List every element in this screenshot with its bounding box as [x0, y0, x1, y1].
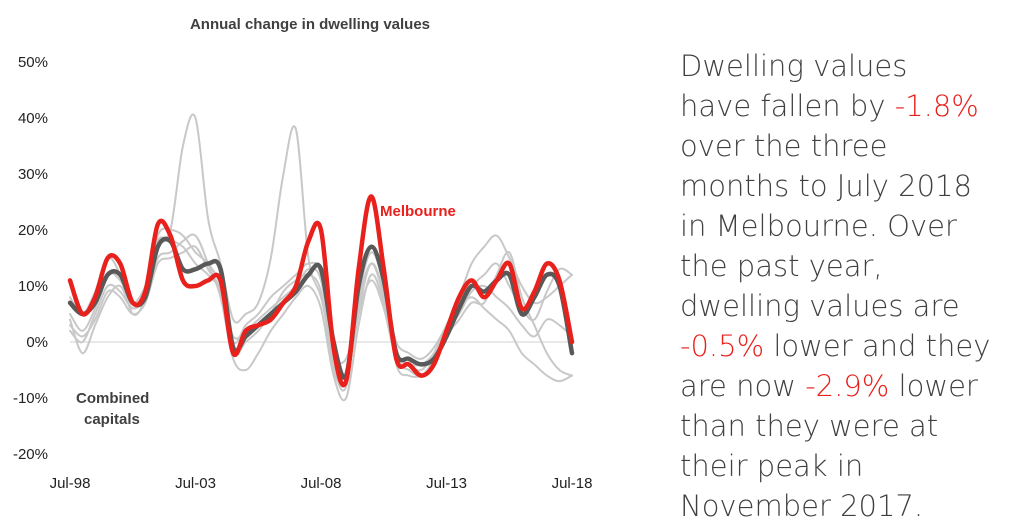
y-tick-label: 40% [18, 110, 48, 127]
commentary-line: Dwelling values [680, 49, 908, 83]
x-axis: Jul-98 Jul-03 Jul-08 Jul-13 Jul-18 [50, 475, 593, 492]
x-tick-label: Jul-98 [50, 475, 91, 492]
y-tick-label: 50% [18, 54, 48, 71]
melbourne-label: Melbourne [380, 203, 456, 220]
commentary-line: their peak in [680, 449, 864, 483]
x-tick-label: Jul-08 [301, 475, 342, 492]
commentary-text-segment: lower [889, 369, 978, 403]
commentary-line: over the three [680, 129, 888, 163]
melbourne-series-line [67, 194, 575, 388]
x-tick-label: Jul-03 [175, 475, 216, 492]
other-capital-series-line [69, 113, 573, 365]
commentary-line: November 2017. [680, 489, 924, 523]
chart-title: Annual change in dwelling values [189, 16, 431, 33]
commentary-text-segment: lower and they [764, 329, 991, 363]
y-tick-label: 30% [18, 166, 48, 183]
three-month-change-value: -1.8% [894, 89, 979, 123]
chart-plot: 50%40%30%20%10%0%-10%-20% Jul-98 Jul-03 Ju… [13, 54, 593, 492]
commentary-line: in Melbourne. Over [680, 209, 957, 243]
series-layer [67, 113, 575, 402]
commentary-text: Dwelling values have fallen by -1.8% ove… [680, 46, 1020, 526]
combined-capitals-label-line1: Combined [76, 390, 149, 407]
y-tick-label: 10% [18, 278, 48, 295]
commentary-line: than they were at [680, 409, 939, 443]
commentary-text-segment: are now [680, 369, 806, 403]
commentary-line: -0.5% lower and they [680, 326, 1020, 366]
commentary-line: are now -2.9% lower [680, 366, 1020, 406]
annual-change-value: -0.5% [680, 329, 765, 363]
y-tick-label: 20% [18, 222, 48, 239]
peak-change-value: -2.9% [805, 369, 890, 403]
x-tick-label: Jul-18 [552, 475, 593, 492]
combined-capitals-series-line [67, 236, 575, 380]
y-tick-label: -20% [13, 446, 48, 463]
y-tick-label: 0% [26, 334, 48, 351]
x-tick-label: Jul-13 [426, 475, 467, 492]
commentary-line: months to July 2018 [680, 169, 972, 203]
other-capital-series-line [69, 245, 573, 387]
commentary-line: have fallen by -1.8% [680, 86, 1020, 126]
commentary-line: the past year, [680, 249, 883, 283]
other-capital-series-line [69, 233, 573, 402]
combined-capitals-label-line2: capitals [84, 411, 140, 428]
commentary-line: dwelling values are [680, 289, 960, 323]
y-axis: 50% 40% 30% 20% 10% 0% -10% -20% [13, 54, 48, 463]
y-tick-label: -10% [13, 390, 48, 407]
commentary-text-segment: have fallen by [680, 89, 895, 123]
